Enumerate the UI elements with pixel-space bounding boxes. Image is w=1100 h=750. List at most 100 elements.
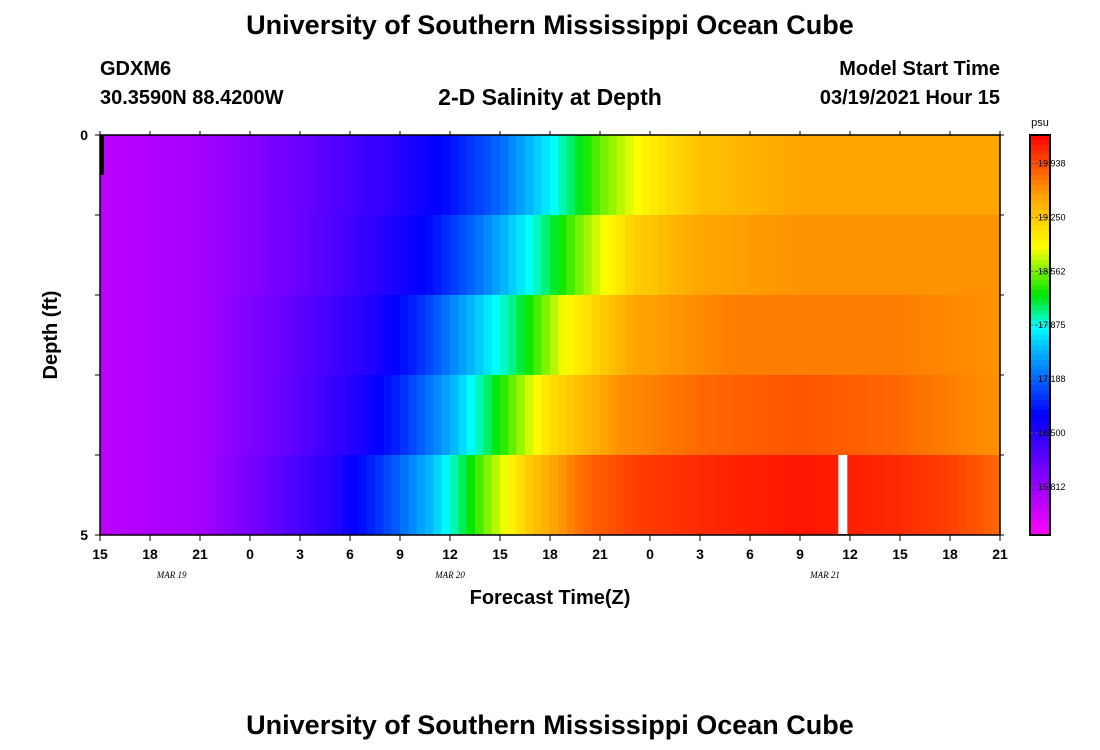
heatmap-cell — [616, 215, 626, 296]
x-tick-label: 0 — [246, 546, 254, 562]
colorbar-swatch — [1030, 475, 1050, 481]
heatmap-cell — [958, 455, 968, 536]
heatmap-cell — [358, 215, 368, 296]
heatmap-cell — [158, 215, 168, 296]
heatmap-cell — [291, 375, 301, 456]
heatmap-cell — [291, 135, 301, 216]
heatmap-cell — [466, 135, 476, 216]
station-coordinates: 30.3590N 88.4200W — [100, 87, 284, 109]
heatmap-cell — [116, 375, 126, 456]
heatmap-cell — [758, 455, 768, 536]
heatmap-cell — [258, 375, 268, 456]
heatmap-cell — [216, 375, 226, 456]
heatmap-cell — [533, 375, 543, 456]
heatmap-cell — [891, 375, 901, 456]
heatmap-cell — [316, 375, 326, 456]
heatmap-cell — [100, 295, 109, 376]
colorbar-swatch — [1030, 500, 1050, 506]
colorbar-swatch — [1030, 170, 1050, 176]
heatmap-cell — [316, 295, 326, 376]
heatmap-cell — [908, 375, 918, 456]
heatmap-cell — [275, 455, 284, 536]
heatmap-cell — [700, 135, 709, 216]
heatmap-cell — [366, 455, 376, 536]
heatmap-cell — [666, 375, 676, 456]
heatmap-cell — [183, 135, 193, 216]
heatmap-cell — [191, 455, 201, 536]
heatmap-cell — [458, 375, 468, 456]
heatmap-cell — [783, 295, 793, 376]
heatmap-cell — [233, 135, 243, 216]
heatmap-cell — [825, 295, 834, 376]
heatmap-cell — [408, 375, 418, 456]
heatmap-cell — [491, 295, 501, 376]
heatmap-cell — [441, 135, 451, 216]
heatmap-cell — [775, 135, 784, 216]
colorbar-tick-label: 19.250 — [1038, 212, 1066, 222]
heatmap-cell — [591, 135, 601, 216]
heatmap-cell — [691, 455, 701, 536]
heatmap-cell — [166, 215, 176, 296]
heatmap-cell — [191, 135, 201, 216]
heatmap-cell — [658, 455, 668, 536]
heatmap-cell — [333, 135, 343, 216]
heatmap-cell — [441, 215, 451, 296]
heatmap-cell — [733, 295, 743, 376]
colorbar-swatch — [1030, 280, 1050, 286]
heatmap-cell — [375, 215, 384, 296]
heatmap-cell — [716, 215, 726, 296]
heatmap-cell — [766, 215, 776, 296]
heatmap-cell — [475, 215, 484, 296]
heatmap-cell — [175, 295, 184, 376]
heatmap-cell — [508, 295, 518, 376]
heatmap-cell — [208, 455, 218, 536]
heatmap-cell — [383, 295, 393, 376]
heatmap-cell — [816, 455, 826, 536]
heatmap-cell — [858, 135, 868, 216]
heatmap-cell — [633, 215, 643, 296]
colorbar-swatch — [1030, 495, 1050, 501]
heatmap-cell — [908, 135, 918, 216]
heatmap-cell — [200, 375, 209, 456]
colorbar-swatch — [1030, 365, 1050, 371]
heatmap-cell — [325, 135, 334, 216]
colorbar-swatch — [1030, 295, 1050, 301]
heatmap-cell — [350, 135, 359, 216]
heatmap-cell — [600, 215, 609, 296]
heatmap-cell — [858, 215, 868, 296]
heatmap-cell — [875, 215, 884, 296]
heatmap-cell — [966, 295, 976, 376]
heatmap-cell — [966, 375, 976, 456]
heatmap-cell — [525, 455, 534, 536]
heatmap-cell — [516, 295, 526, 376]
heatmap-cell — [516, 375, 526, 456]
x-tick-label: 9 — [396, 546, 404, 562]
y-axis-title: Depth (ft) — [40, 291, 62, 380]
heatmap-cell — [525, 295, 534, 376]
date-label: MAR 19 — [156, 570, 187, 580]
heatmap-cell — [258, 295, 268, 376]
heatmap-cell — [283, 295, 293, 376]
heatmap-cell — [608, 215, 618, 296]
colorbar-swatch — [1030, 445, 1050, 451]
heatmap-cell — [408, 135, 418, 216]
heatmap-cell — [925, 455, 934, 536]
colorbar-swatch — [1030, 510, 1050, 516]
heatmap-cell — [391, 455, 401, 536]
heatmap-cell — [483, 215, 493, 296]
heatmap-cell — [991, 215, 1001, 296]
colorbar-swatch — [1030, 465, 1050, 471]
heatmap-cell — [825, 375, 834, 456]
heatmap-cell — [541, 215, 551, 296]
heatmap-cell — [675, 215, 684, 296]
heatmap-cell — [391, 135, 401, 216]
heatmap-cell — [675, 455, 684, 536]
heatmap-cell — [341, 215, 351, 296]
x-axis-title: Forecast Time(Z) — [470, 587, 631, 609]
heatmap-cell — [491, 455, 501, 536]
colorbar-swatch — [1030, 395, 1050, 401]
x-tick-label: 15 — [892, 546, 908, 562]
heatmap-cell — [250, 295, 259, 376]
heatmap-cell — [816, 295, 826, 376]
heatmap-cell — [983, 375, 993, 456]
